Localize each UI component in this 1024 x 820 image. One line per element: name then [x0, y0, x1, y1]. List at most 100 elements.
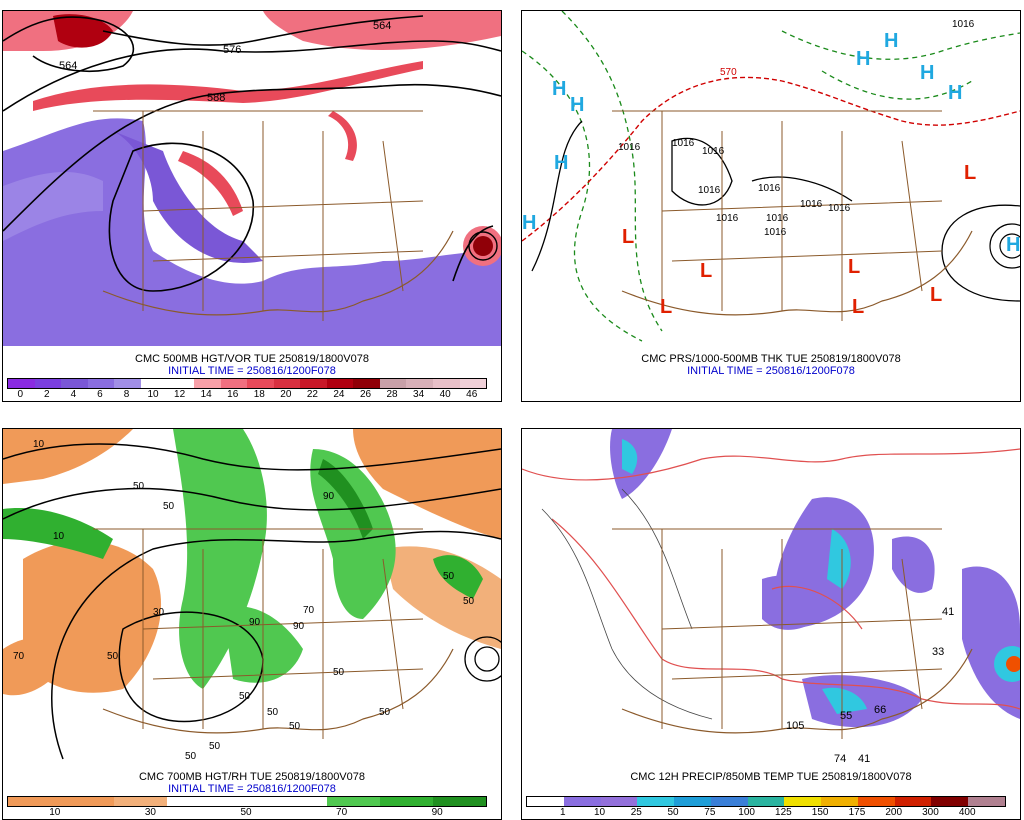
isobar-label: 1016	[764, 227, 787, 238]
coastline	[102, 648, 454, 734]
panel-500mb-hgt-vor: 564 576 588 564 CMC 500MB HGT/VOR TUE 25…	[2, 10, 502, 402]
coastline	[102, 230, 454, 316]
rh-contour-label: 50	[289, 721, 301, 732]
isobar	[671, 137, 733, 206]
contour-label: 576	[223, 44, 241, 56]
high-pressure-label: H	[1006, 234, 1020, 256]
high-pressure-label: H	[884, 30, 898, 52]
color-swatch	[379, 797, 433, 806]
color-scale-tick: 200	[885, 807, 903, 818]
vorticity-storm-core	[473, 236, 493, 256]
panel-precip-850temp: 74 41 105 55 66 41 33 CMC 12H PRECIP/850…	[521, 428, 1021, 820]
color-scale-tick: 75	[704, 807, 716, 818]
high-pressure-label: H	[570, 94, 584, 116]
pressure-contour	[621, 488, 693, 630]
rh-contour-label: 50	[185, 751, 197, 762]
state-borders	[93, 528, 424, 739]
color-swatch	[167, 797, 221, 806]
color-swatch	[353, 379, 380, 388]
color-swatch	[167, 379, 194, 388]
color-scale-tick: 90	[431, 807, 443, 818]
high-pressure-label: H	[554, 152, 568, 174]
low-pressure-label: L	[622, 226, 634, 248]
contour-storm-ring	[468, 231, 498, 261]
contour-588	[3, 83, 501, 232]
precip-value-label: 105	[786, 720, 804, 732]
vorticity-high-fill-2	[263, 11, 501, 51]
color-swatch	[114, 797, 168, 806]
color-scale-tick: 34	[413, 389, 425, 400]
precip-value-label: 41	[858, 753, 870, 764]
vorticity-max	[53, 14, 113, 48]
color-swatch	[114, 379, 141, 388]
color-scale-tick: 22	[306, 389, 318, 400]
color-scale-tick: 50	[667, 807, 679, 818]
precip-fill	[822, 687, 867, 714]
low-pressure-label: L	[660, 296, 672, 318]
contour-576	[3, 40, 501, 112]
isobar-label: 1016	[758, 183, 781, 194]
vorticity-band-4	[328, 111, 357, 161]
rh-contour-label: 90	[293, 621, 305, 632]
high-pressure-label: H	[948, 82, 962, 104]
color-swatch	[406, 379, 433, 388]
color-scale-tick: 300	[922, 807, 939, 818]
color-swatch	[784, 797, 822, 806]
color-swatch	[273, 379, 301, 388]
color-scale-tick: 28	[386, 389, 398, 400]
rh-dry-fill	[3, 638, 63, 696]
vorticity-band-3	[178, 151, 243, 216]
color-scale-tick: 1	[559, 807, 566, 818]
color-scale-tick: 20	[280, 389, 292, 400]
color-swatch	[433, 379, 460, 388]
precip-value-label: 41	[942, 606, 954, 618]
panel-initial-time: INITIAL TIME = 250816/1200F078	[168, 365, 336, 377]
color-swatch	[432, 797, 486, 806]
color-swatch	[87, 379, 115, 388]
color-scale-tick: 25	[630, 807, 642, 818]
color-scale-tick: 0	[17, 389, 24, 400]
precip-value-label: 74	[834, 753, 846, 764]
color-swatch	[821, 797, 858, 806]
rh-moist-fill	[310, 449, 396, 619]
precip-fill	[892, 536, 935, 593]
rh-contour-label: 90	[323, 491, 335, 502]
precip-fill	[610, 429, 672, 499]
rh-contour-label: 50	[107, 651, 119, 662]
precip-storm-core	[1006, 656, 1020, 672]
color-swatch	[34, 379, 62, 388]
color-swatch	[637, 797, 675, 806]
color-scale-ticks: 10 30 50 70 90	[7, 807, 487, 819]
color-swatch	[600, 797, 638, 806]
thickness-570	[522, 76, 1020, 242]
height-contour	[3, 487, 501, 520]
isobar-storm-ring	[989, 223, 1020, 269]
color-swatch	[563, 797, 601, 806]
height-contour	[51, 530, 501, 760]
color-swatch	[747, 797, 785, 806]
color-scale-tick: 175	[848, 807, 866, 818]
rh-contour-label: 10	[53, 531, 65, 542]
color-scale-tick: 10	[49, 807, 61, 818]
color-swatch	[140, 379, 168, 388]
vorticity-band-fill	[3, 171, 103, 241]
precip-value-label: 66	[874, 704, 886, 716]
rh-contour-label: 50	[333, 667, 345, 678]
color-scale-tick: 12	[174, 389, 186, 400]
color-scale-tick: 70	[336, 807, 348, 818]
color-scale-tick: 150	[811, 807, 829, 818]
panel-caption: CMC 700MB HGT/RH TUE 250819/1800V078	[138, 771, 365, 783]
color-swatch	[247, 379, 274, 388]
panel-700mb-hgt-rh: 10 10 50 50 50 50 50 50 50 50 50 50 50 50 90 90 90 70 70 30…	[2, 428, 502, 820]
vorticity-jet-band	[33, 61, 423, 111]
color-scale-tick: 125	[775, 807, 792, 818]
panel-initial-time: INITIAL TIME = 250816/1200F078	[687, 365, 855, 377]
color-swatch	[674, 797, 711, 806]
panel-caption: CMC 500MB HGT/VOR TUE 250819/1800V078	[135, 353, 369, 365]
color-scale-tick: 24	[333, 389, 345, 400]
color-swatch	[326, 379, 354, 388]
color-scale-tick: 26	[359, 389, 372, 400]
rh-contour-label: 50	[133, 481, 145, 492]
color-swatch	[61, 797, 115, 806]
contour-label: 564	[373, 20, 391, 32]
